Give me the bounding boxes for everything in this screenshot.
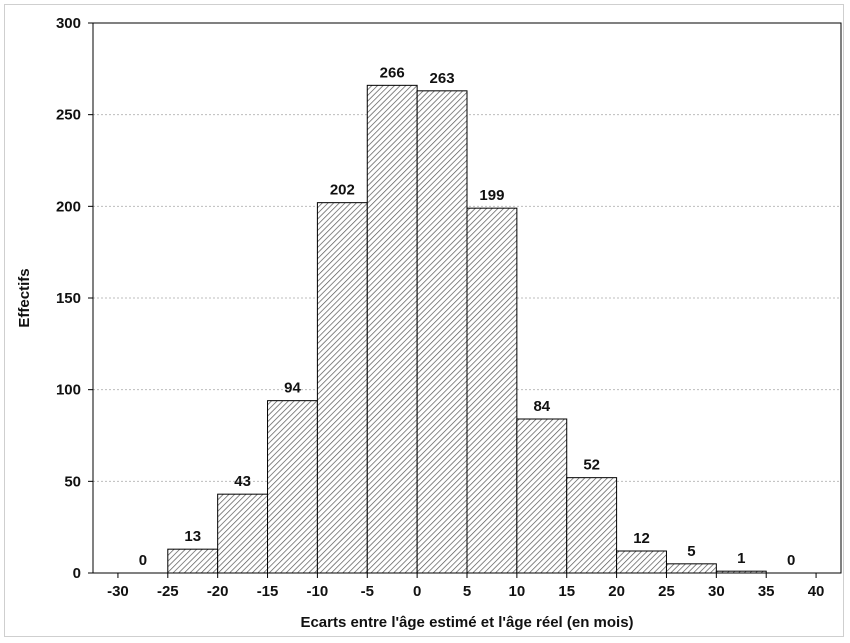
data-label: 12	[633, 530, 650, 547]
y-tick-label: 100	[56, 382, 81, 399]
data-label: 266	[380, 64, 405, 81]
x-tick-label: -10	[307, 583, 329, 600]
data-label: 5	[687, 543, 695, 560]
data-labels: 0 13 43 94 202 266 263 199 84 52 12 5 1 0	[139, 64, 796, 569]
x-axis-ticks: -30 -25 -20 -15 -10 -5 0 5 10 15 20 25 30 35 40	[107, 573, 824, 600]
bar	[366, 84, 418, 574]
data-label: 94	[284, 380, 301, 397]
bar	[616, 550, 667, 574]
data-label: 0	[787, 552, 795, 569]
x-tick-label: 10	[509, 583, 526, 600]
y-tick-label: 150	[56, 290, 81, 307]
y-tick-label: 250	[56, 107, 81, 124]
data-label: 0	[139, 552, 147, 569]
chart-frame: 0 13 43 94 202 266 263 199 84 52 12 5 1 0 -30 -25 -20 -1…	[4, 4, 844, 637]
bar	[516, 418, 568, 574]
x-tick-label: -5	[361, 583, 374, 600]
x-tick-label: 35	[758, 583, 775, 600]
y-axis-ticks: 0 50 100 150 200 250 300	[56, 15, 93, 582]
x-tick-label: -15	[257, 583, 279, 600]
y-tick-label: 300	[56, 15, 81, 32]
y-axis-title: Effectifs	[16, 268, 33, 327]
data-label: 1	[737, 550, 745, 567]
bar	[416, 90, 468, 574]
x-tick-label: -20	[207, 583, 229, 600]
x-tick-label: 5	[463, 583, 471, 600]
data-label: 13	[184, 528, 201, 545]
x-axis-title: Ecarts entre l'âge estimé et l'âge réel …	[300, 614, 633, 631]
bar	[217, 493, 269, 574]
bars	[167, 84, 767, 574]
data-label: 202	[330, 182, 355, 199]
bar	[566, 477, 618, 574]
x-tick-label: 25	[658, 583, 675, 600]
x-tick-label: -30	[107, 583, 129, 600]
y-tick-label: 200	[56, 198, 81, 215]
bar	[665, 563, 717, 574]
x-tick-label: 20	[608, 583, 625, 600]
data-label: 84	[533, 398, 550, 415]
y-tick-label: 50	[64, 473, 81, 490]
x-tick-label: 15	[558, 583, 575, 600]
bar	[267, 400, 318, 574]
data-label: 263	[430, 70, 455, 87]
bar	[316, 202, 368, 574]
data-label: 43	[234, 473, 251, 490]
bar	[167, 548, 219, 574]
x-tick-label: 40	[808, 583, 825, 600]
bar	[466, 207, 518, 574]
x-tick-label: 0	[413, 583, 421, 600]
data-label: 199	[479, 187, 504, 204]
x-tick-label: -25	[157, 583, 179, 600]
x-tick-label: 30	[708, 583, 725, 600]
data-label: 52	[583, 457, 600, 474]
y-tick-label: 0	[73, 565, 81, 582]
